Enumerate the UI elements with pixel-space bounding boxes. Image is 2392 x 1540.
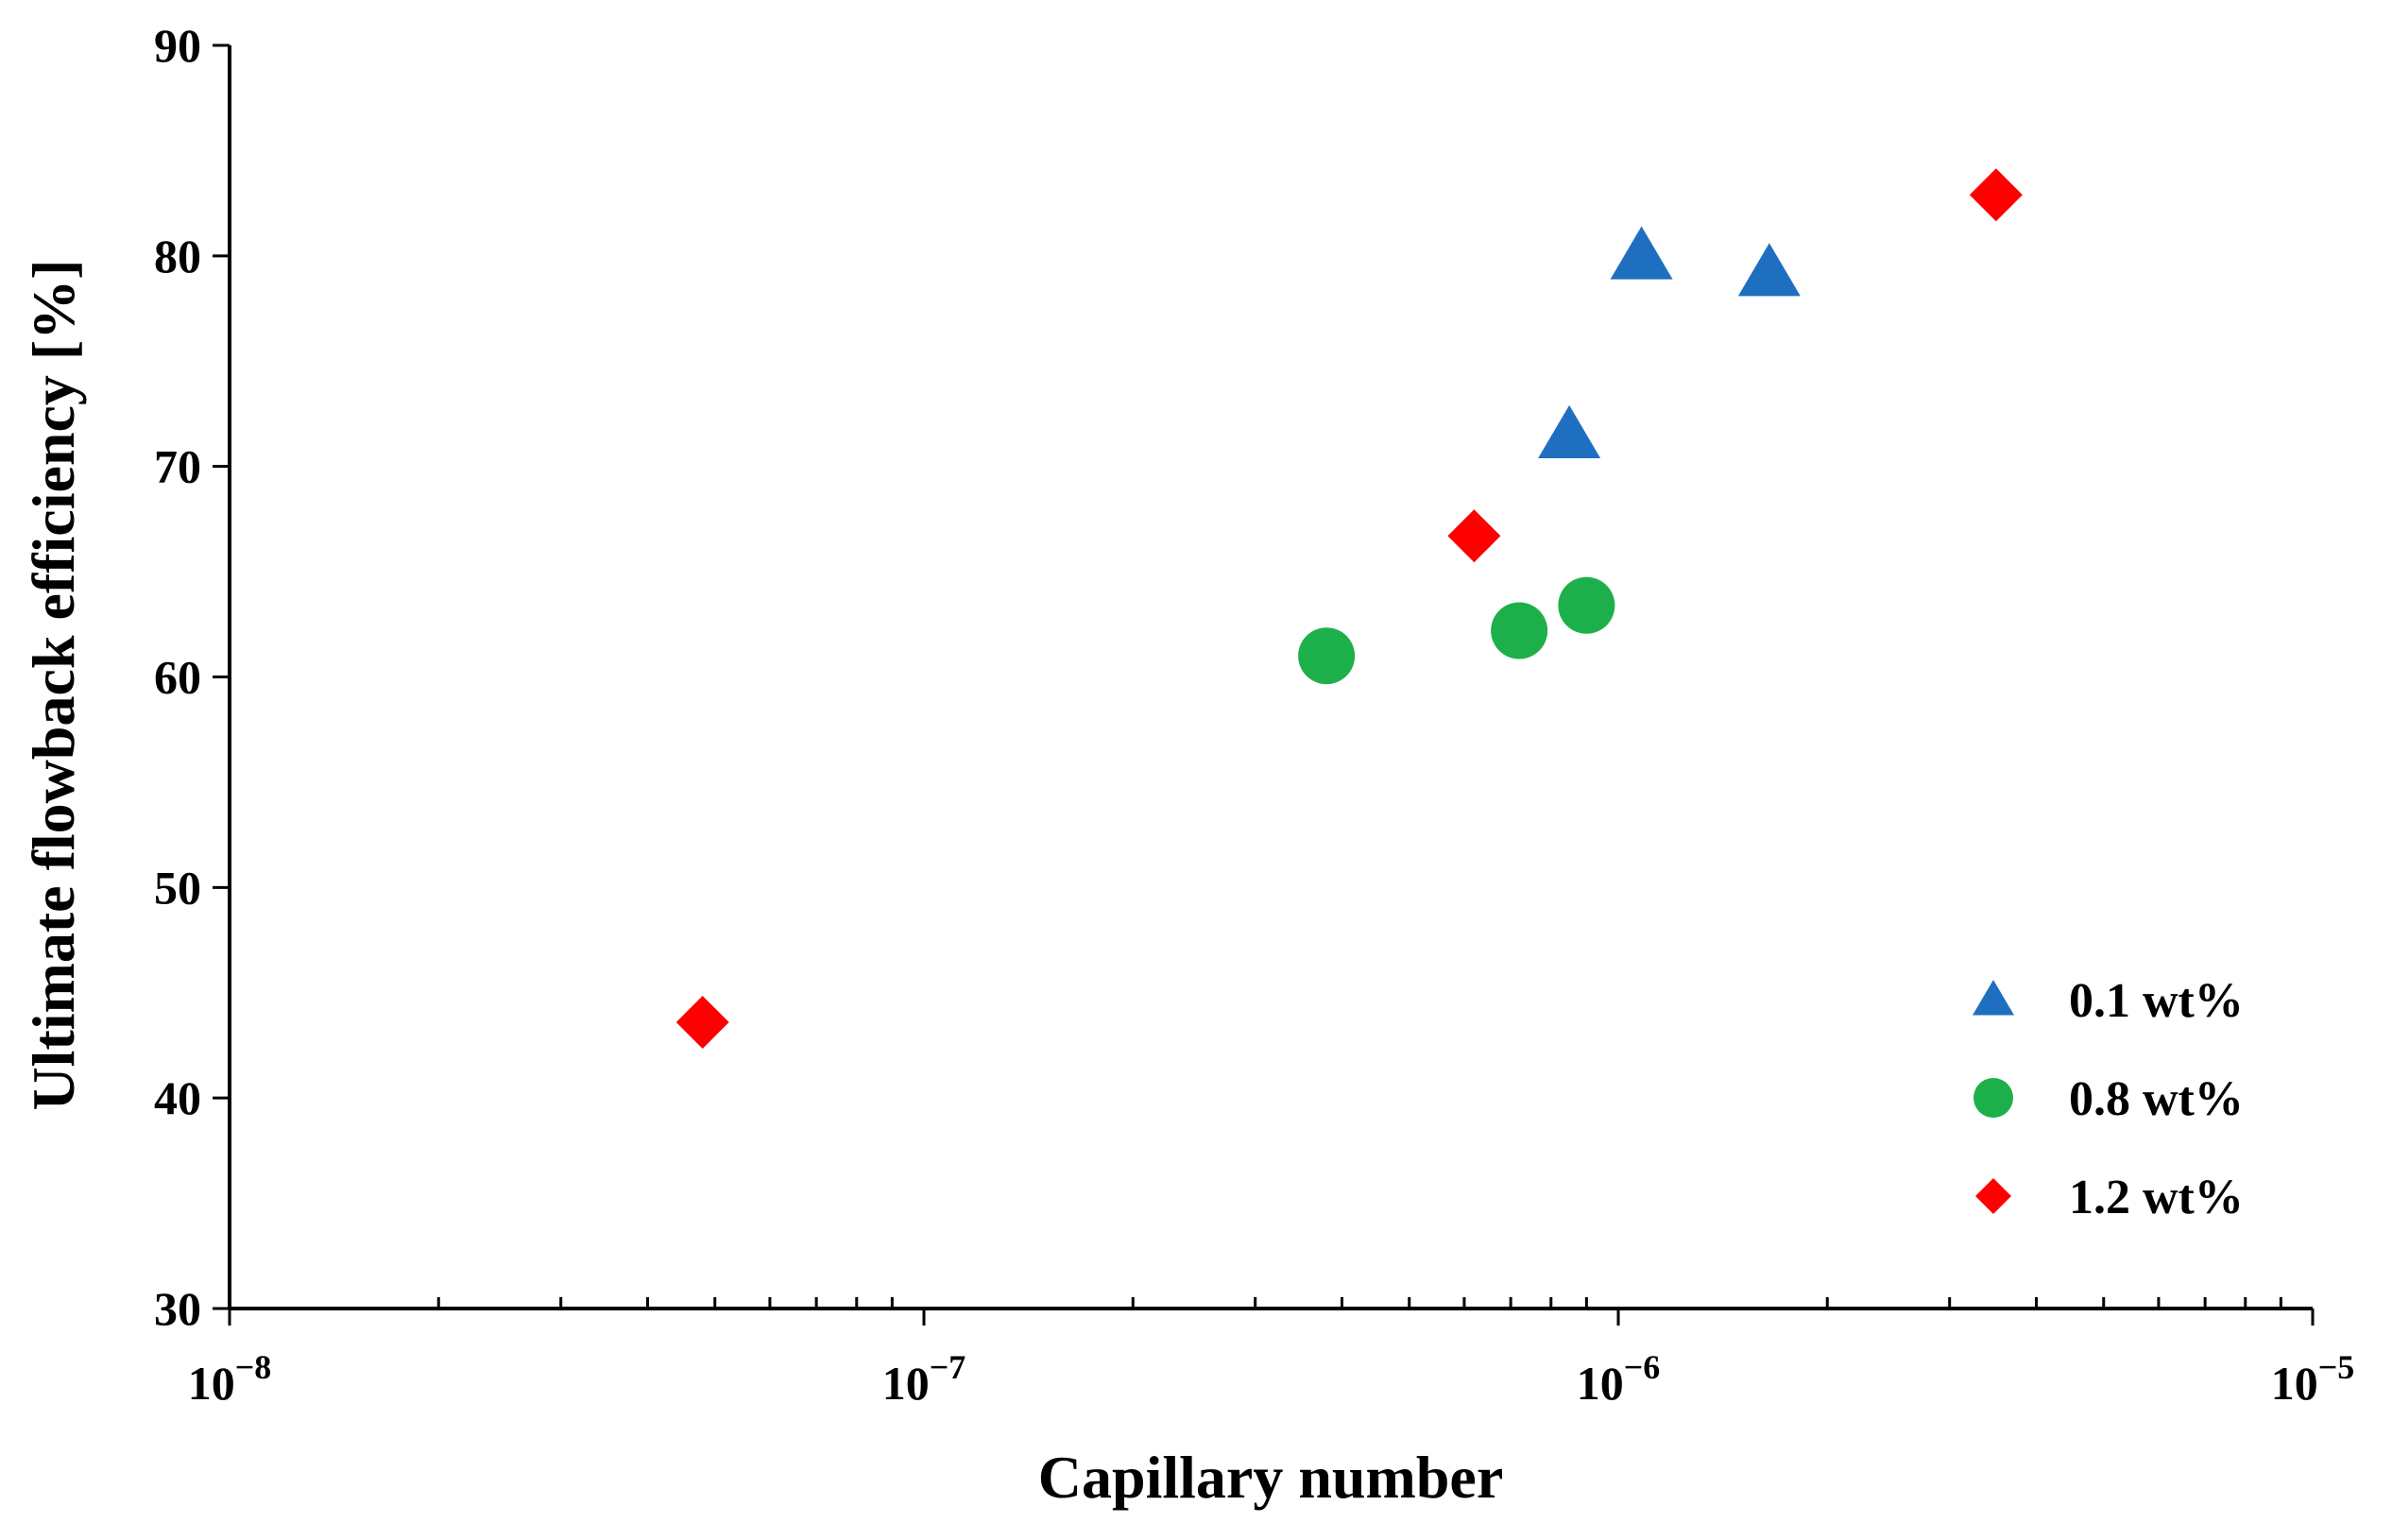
y-tick-label: 50 [154,861,201,914]
data-point-diamond [1969,168,2023,222]
data-point-triangle [1610,226,1673,280]
data-point-triangle [1737,243,1801,297]
data-points [675,168,2023,1049]
legend: 0.1 wt% 0.8 wt% 1.2 wt% [1973,974,2244,1224]
legend-marker-diamond [1975,1178,2011,1214]
data-point-circle [1298,627,1356,685]
legend-marker-triangle [1973,980,2014,1016]
y-axis-title: Ultimate flowback efficiency [%] [20,259,87,1110]
x-axis-title: Capillary number [1038,1444,1503,1511]
data-point-diamond [675,995,729,1049]
data-point-diamond [1447,509,1501,563]
y-tick-label: 70 [154,440,201,493]
y-tick-label: 90 [154,19,201,72]
x-tick-label: 10−8 [188,1348,272,1410]
y-tick-label: 30 [154,1282,201,1335]
legend-marker-circle [1973,1078,2013,1118]
legend-label: 0.8 wt% [2069,1072,2244,1126]
y-tick-label: 60 [154,651,201,704]
legend-label: 0.1 wt% [2069,974,2244,1028]
data-point-circle [1558,576,1615,634]
x-tick-label: 10−5 [2271,1348,2355,1410]
y-axis-ticks: 30 40 50 60 70 80 90 [154,19,230,1335]
axes [228,45,2313,1310]
x-tick-label: 10−7 [882,1348,966,1410]
data-point-triangle [1538,404,1601,458]
x-axis-ticks: 10−8 10−7 10−6 10−5 [188,1297,2355,1410]
y-tick-label: 40 [154,1071,201,1124]
data-point-circle [1491,602,1548,659]
x-tick-label: 10−6 [1577,1348,1661,1410]
legend-label: 1.2 wt% [2069,1171,2244,1224]
y-tick-label: 80 [154,230,201,282]
